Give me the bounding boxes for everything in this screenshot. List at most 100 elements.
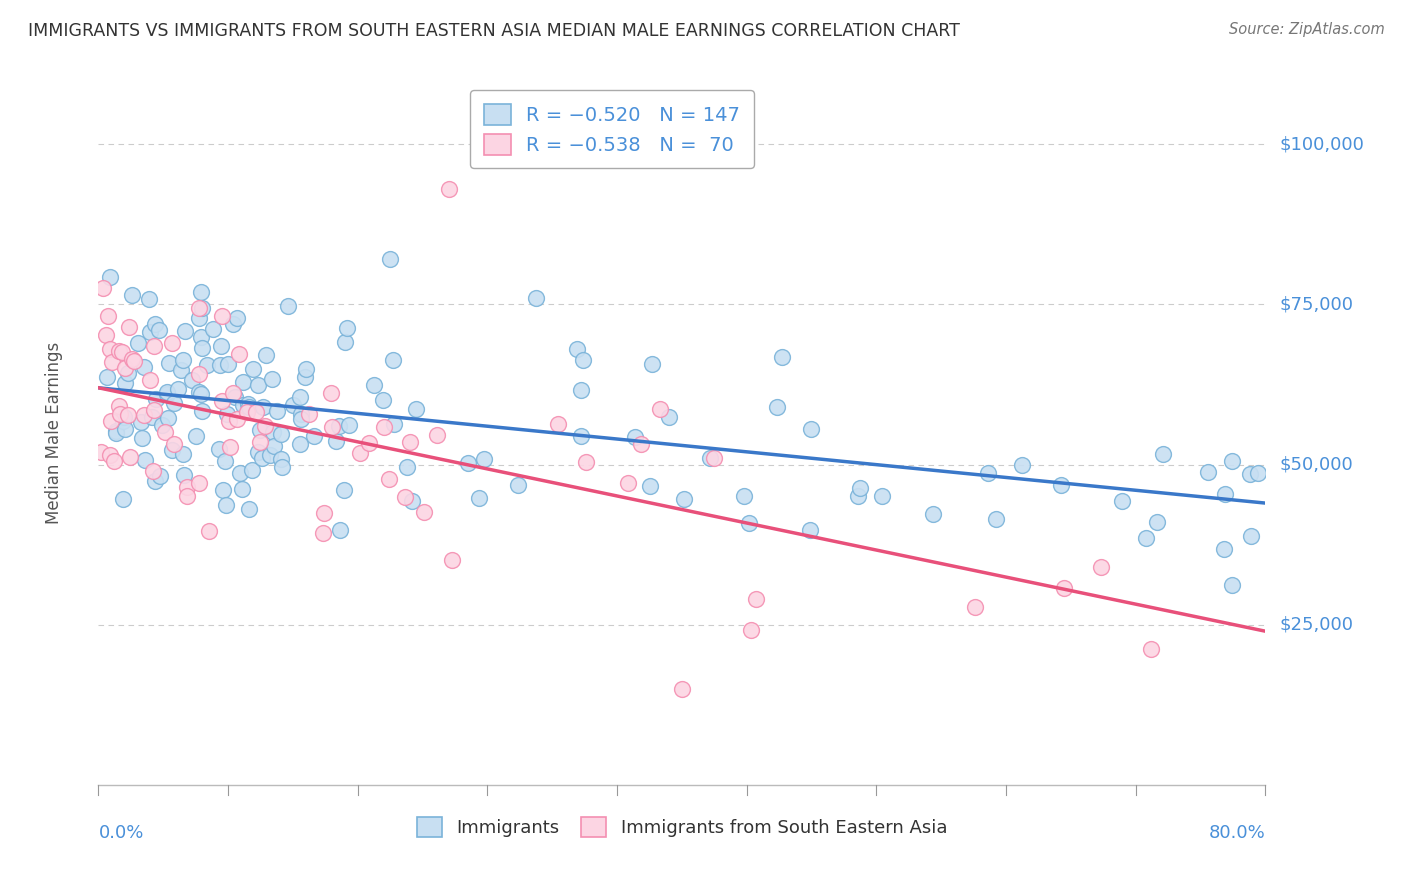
Point (191, 341, 214, 355)
Point (703, 450, 725, 465)
Point (624, 430, 647, 444)
Point (155, 387, 177, 401)
Point (190, 330, 212, 344)
Point (90, 445, 112, 459)
Point (101, 355, 124, 369)
Point (211, 309, 233, 323)
Point (312, 526, 335, 541)
Point (1247, 466, 1270, 480)
Point (224, 391, 246, 405)
Point (188, 301, 211, 315)
Point (127, 335, 149, 350)
Point (240, 463, 263, 477)
Point (215, 498, 238, 512)
Point (457, 456, 479, 470)
Point (766, 401, 789, 415)
Point (108, 399, 131, 413)
Point (638, 479, 661, 493)
Point (188, 475, 211, 490)
Point (141, 410, 163, 425)
Point (143, 317, 166, 331)
Point (238, 501, 260, 516)
Point (290, 390, 312, 404)
Point (921, 508, 943, 522)
Point (112, 410, 135, 425)
Point (172, 447, 194, 461)
Point (440, 552, 463, 566)
Point (195, 359, 218, 373)
Point (437, 182, 460, 196)
Point (170, 362, 193, 376)
Point (163, 395, 186, 409)
Point (963, 599, 986, 614)
Point (190, 403, 212, 417)
Point (302, 429, 325, 443)
Point (294, 369, 316, 384)
Point (114, 376, 136, 390)
Point (156, 385, 179, 400)
Point (232, 398, 254, 412)
Point (187, 367, 209, 381)
Point (187, 311, 209, 326)
Point (337, 418, 360, 433)
Point (1135, 531, 1157, 545)
Point (1222, 578, 1244, 592)
Point (245, 405, 267, 419)
Point (673, 491, 696, 506)
Point (138, 292, 160, 306)
Point (173, 324, 195, 338)
Point (650, 401, 672, 416)
Point (266, 404, 288, 418)
Point (132, 408, 155, 422)
Point (260, 372, 283, 386)
Legend: Immigrants, Immigrants from South Eastern Asia: Immigrants, Immigrants from South Easter… (408, 808, 956, 847)
Point (1213, 542, 1236, 557)
Point (252, 451, 274, 466)
Point (114, 422, 136, 436)
Point (630, 437, 652, 451)
Point (377, 473, 399, 487)
Point (380, 252, 402, 266)
Point (98, 448, 121, 462)
Point (467, 491, 489, 506)
Point (217, 357, 239, 371)
Point (121, 352, 143, 367)
Point (1213, 487, 1236, 501)
Point (298, 407, 321, 421)
Point (617, 476, 640, 491)
Point (104, 424, 127, 438)
Point (100, 414, 122, 428)
Point (209, 339, 232, 353)
Point (1140, 642, 1163, 657)
Point (371, 392, 394, 407)
Point (231, 482, 253, 496)
Point (325, 434, 347, 448)
Point (173, 467, 195, 482)
Text: $100,000: $100,000 (1279, 136, 1364, 153)
Point (1239, 467, 1261, 481)
Point (329, 523, 352, 537)
Point (382, 417, 405, 431)
Point (658, 409, 681, 424)
Point (134, 360, 156, 375)
Point (336, 321, 359, 335)
Point (111, 491, 134, 506)
Point (319, 386, 342, 401)
Point (131, 431, 153, 445)
Point (800, 422, 823, 436)
Point (547, 417, 569, 432)
Point (103, 454, 125, 468)
Point (129, 415, 152, 429)
Point (1011, 458, 1033, 472)
Point (395, 460, 418, 475)
Point (849, 481, 872, 495)
Point (524, 291, 547, 305)
Point (246, 377, 269, 392)
Point (1152, 447, 1174, 461)
Text: Median Male Earnings: Median Male Earnings (45, 342, 63, 524)
Point (328, 418, 350, 433)
Point (108, 407, 131, 421)
Point (288, 436, 311, 450)
Point (160, 442, 183, 457)
Point (263, 439, 285, 453)
